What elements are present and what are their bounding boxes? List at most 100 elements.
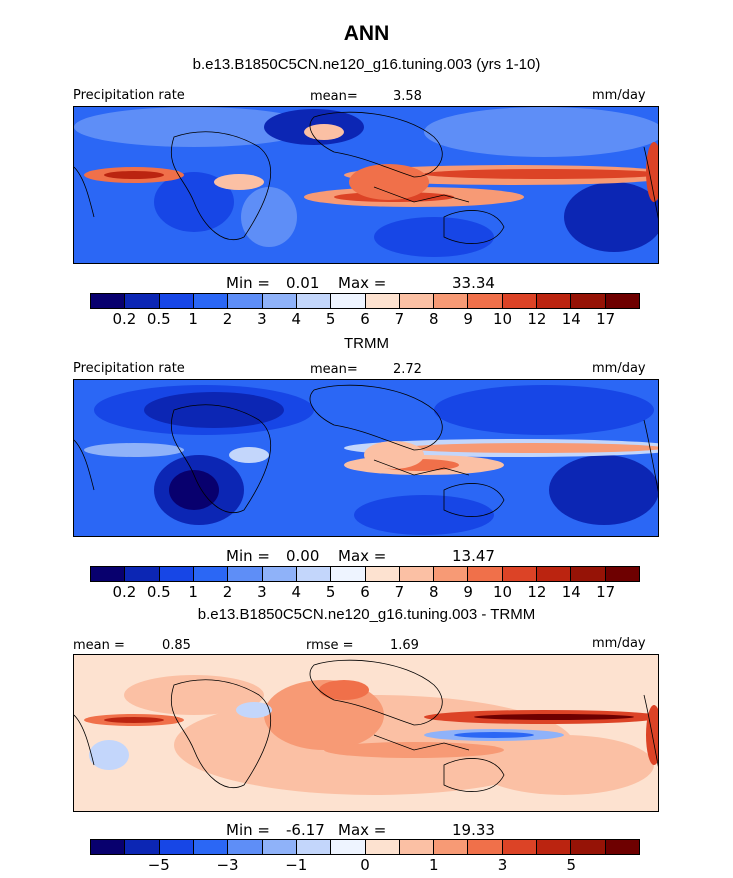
panel2-map xyxy=(73,379,659,537)
colorbar-swatch xyxy=(502,840,538,854)
colorbar-tick-label: 5 xyxy=(566,856,577,874)
panel1-max-label: Max = xyxy=(338,274,387,292)
colorbar-swatch xyxy=(91,567,126,581)
colorbar-tick-label: −5 xyxy=(147,856,170,874)
colorbar-swatch xyxy=(159,840,194,854)
panel3-map xyxy=(73,654,659,812)
colorbar-swatch xyxy=(434,294,469,308)
colorbar-tick-label: 4 xyxy=(291,583,302,601)
colorbar-swatch xyxy=(537,840,572,854)
colorbar-swatch xyxy=(228,294,263,308)
panel1-max-value: 33.34 xyxy=(452,274,495,292)
panel3-units: mm/day xyxy=(592,636,646,651)
colorbar-swatch xyxy=(571,840,606,854)
colorbar-swatch xyxy=(434,567,469,581)
colorbar-swatch xyxy=(228,567,263,581)
colorbar-swatch xyxy=(468,840,503,854)
colorbar-tick-label: 17 xyxy=(596,583,616,601)
panel3-max-label: Max = xyxy=(338,821,387,839)
colorbar-tick-label: 12 xyxy=(527,310,547,328)
panel3-min-label: Min = xyxy=(226,821,270,839)
colorbar-swatch xyxy=(331,294,366,308)
panel2-units: mm/day xyxy=(592,361,646,376)
colorbar-swatch xyxy=(399,840,435,854)
panel1-units: mm/day xyxy=(592,88,646,103)
colorbar-swatch xyxy=(296,567,332,581)
colorbar-swatch xyxy=(193,840,229,854)
panel2-mean-label: mean= xyxy=(310,362,358,377)
panel2-colorbar-ticks: 0.2 0.5 1 2 3 4 5 6 7 8 9 10 12 14 17 xyxy=(90,583,640,603)
colorbar-swatch xyxy=(605,840,639,854)
panel3-mean-label: mean = xyxy=(73,638,125,653)
panel3-mean-value: 0.85 xyxy=(162,638,191,653)
colorbar-tick-label: 10 xyxy=(492,583,513,601)
panel2-mean-value: 2.72 xyxy=(393,362,422,377)
colorbar-swatch xyxy=(605,294,639,308)
colorbar-tick-label: 8 xyxy=(428,310,439,328)
colorbar-swatch xyxy=(605,567,639,581)
colorbar-tick-label: 12 xyxy=(527,583,547,601)
colorbar-tick-label: 2 xyxy=(222,583,233,601)
panel3-min-value: -6.17 xyxy=(286,821,325,839)
colorbar-tick-label: 7 xyxy=(394,583,405,601)
panel3-colorbar-ticks: −5 −3 −1 0 1 3 5 xyxy=(90,856,640,876)
colorbar-swatch xyxy=(399,294,435,308)
colorbar-swatch xyxy=(468,294,503,308)
colorbar-tick-label: 6 xyxy=(360,583,370,601)
colorbar-tick-label: 9 xyxy=(463,583,473,601)
colorbar-swatch xyxy=(262,840,297,854)
colorbar-swatch xyxy=(296,840,332,854)
colorbar-tick-label: 3 xyxy=(257,310,267,328)
colorbar-swatch xyxy=(571,567,606,581)
colorbar-tick-label: 14 xyxy=(561,310,581,328)
colorbar-swatch xyxy=(399,567,435,581)
colorbar-swatch xyxy=(331,840,366,854)
panel3-rmse-value: 1.69 xyxy=(390,638,419,653)
panel1-colorbar-ticks: 0.2 0.5 1 2 3 4 5 6 7 8 9 10 12 14 17 xyxy=(90,310,640,330)
panel1-title: b.e13.B1850C5CN.ne120_g16.tuning.003 (yr… xyxy=(192,56,541,73)
colorbar-tick-label: 6 xyxy=(360,310,370,328)
panel2-max-value: 13.47 xyxy=(452,547,495,565)
panel2-variable-label: Precipitation rate xyxy=(73,361,185,376)
panel1-mean-value: 3.58 xyxy=(393,89,422,104)
colorbar-tick-label: 5 xyxy=(325,583,336,601)
colorbar-swatch xyxy=(193,567,229,581)
colorbar-swatch xyxy=(468,567,503,581)
colorbar-tick-label: 0 xyxy=(360,856,370,874)
colorbar-tick-label: 3 xyxy=(257,583,267,601)
colorbar-swatch xyxy=(537,567,572,581)
panel1-variable-label: Precipitation rate xyxy=(73,88,185,103)
colorbar-tick-label: 2 xyxy=(222,310,233,328)
colorbar-swatch xyxy=(434,840,469,854)
colorbar-swatch xyxy=(125,294,160,308)
colorbar-tick-label: 0.5 xyxy=(146,583,171,601)
panel1-min-value: 0.01 xyxy=(286,274,320,292)
panel3-rmse-label: rmse = xyxy=(306,638,354,653)
colorbar-swatch xyxy=(262,294,297,308)
colorbar-tick-label: 4 xyxy=(291,310,302,328)
colorbar-tick-label: 1 xyxy=(188,583,198,601)
colorbar-swatch xyxy=(502,294,538,308)
colorbar-swatch xyxy=(365,567,400,581)
colorbar-swatch xyxy=(537,294,572,308)
colorbar-swatch xyxy=(91,294,126,308)
colorbar-tick-label: 3 xyxy=(497,856,508,874)
colorbar-swatch xyxy=(159,567,194,581)
colorbar-swatch xyxy=(125,567,160,581)
panel2-max-label: Max = xyxy=(338,547,387,565)
panel2-min-label: Min = xyxy=(226,547,270,565)
figure-title: ANN xyxy=(343,22,390,45)
colorbar-swatch xyxy=(262,567,297,581)
panel2-min-value: 0.00 xyxy=(286,547,320,565)
colorbar-swatch xyxy=(365,840,400,854)
colorbar-tick-label: 7 xyxy=(394,310,405,328)
colorbar-swatch xyxy=(91,840,126,854)
colorbar-tick-label: 9 xyxy=(463,310,473,328)
colorbar-swatch xyxy=(193,294,229,308)
colorbar-swatch xyxy=(331,567,366,581)
colorbar-tick-label: 1 xyxy=(428,856,439,874)
panel1-colorbar xyxy=(90,293,640,309)
colorbar-tick-label: 17 xyxy=(596,310,616,328)
colorbar-tick-label: 0.5 xyxy=(146,310,171,328)
panel3-title: b.e13.B1850C5CN.ne120_g16.tuning.003 - T… xyxy=(197,606,536,623)
